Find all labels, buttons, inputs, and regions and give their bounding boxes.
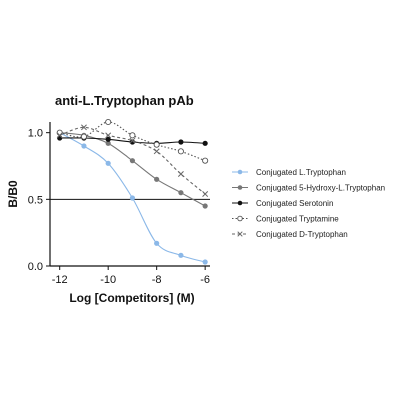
data-point bbox=[56, 132, 63, 139]
data-point bbox=[105, 160, 111, 166]
data-point bbox=[202, 191, 209, 197]
x-tick-label: -10 bbox=[100, 274, 116, 286]
legend-item: Conjugated D-Tryptophan bbox=[232, 230, 348, 239]
data-point bbox=[57, 135, 63, 141]
legend-marker bbox=[237, 200, 243, 206]
data-point bbox=[105, 136, 111, 142]
x-tick-label: -6 bbox=[200, 274, 210, 286]
legend-label: Conjugated Tryptamine bbox=[256, 215, 339, 224]
legend-marker bbox=[237, 231, 243, 237]
legend: Conjugated L.Tryptophan Conjugated 5-Hydr… bbox=[232, 168, 385, 239]
data-point bbox=[129, 158, 136, 164]
x-axis-label: Log [Competitors] (M) bbox=[69, 291, 194, 305]
y-tick-label: 1.0 bbox=[28, 128, 43, 140]
data-point bbox=[129, 195, 136, 201]
legend-item: Conjugated Serotonin bbox=[232, 199, 333, 208]
data-point bbox=[154, 240, 160, 246]
data-point bbox=[153, 141, 160, 148]
data-point bbox=[202, 140, 208, 146]
data-point bbox=[178, 139, 184, 145]
data-point bbox=[154, 176, 160, 182]
data-point bbox=[105, 140, 111, 146]
data-point bbox=[80, 133, 87, 140]
data-point bbox=[129, 132, 136, 139]
data-point bbox=[178, 252, 184, 258]
data-point bbox=[202, 203, 208, 209]
y-ticks: 0.0 0.5 1.0 bbox=[28, 128, 50, 273]
legend-label: Conjugated D-Tryptophan bbox=[256, 230, 348, 239]
legend-item: Conjugated Tryptamine bbox=[232, 215, 339, 224]
data-point bbox=[153, 148, 160, 155]
legend-item: Conjugated L.Tryptophan bbox=[232, 168, 346, 177]
legend-marker bbox=[237, 169, 243, 175]
chart-title: anti-L.Tryptophan pAb bbox=[55, 93, 194, 108]
series-0 bbox=[57, 130, 208, 265]
data-point bbox=[202, 157, 209, 164]
series-group bbox=[56, 118, 209, 265]
legend-label: Conjugated L.Tryptophan bbox=[256, 168, 346, 177]
x-tick-label: -12 bbox=[52, 274, 68, 286]
y-tick-label: 0.0 bbox=[28, 261, 43, 273]
data-point bbox=[177, 148, 184, 155]
plot-area: -12 -10 -8 -6 0.0 0.5 1.0 bbox=[28, 118, 210, 286]
y-axis-label: B/B0 bbox=[6, 180, 20, 208]
data-point bbox=[105, 132, 112, 139]
data-point bbox=[129, 137, 136, 144]
series-4 bbox=[56, 124, 209, 197]
y-tick-label: 0.5 bbox=[28, 194, 43, 206]
data-point bbox=[80, 124, 87, 131]
data-point bbox=[202, 259, 208, 265]
series-3 bbox=[56, 118, 209, 164]
legend-item: Conjugated 5-Hydroxy-L.Tryptophan bbox=[232, 184, 385, 193]
data-point bbox=[178, 190, 184, 196]
data-point bbox=[105, 118, 112, 126]
legend-label: Conjugated Serotonin bbox=[256, 199, 333, 208]
legend-marker bbox=[237, 185, 243, 190]
legend-marker bbox=[237, 215, 243, 222]
x-tick-label: -8 bbox=[152, 274, 162, 286]
x-ticks: -12 -10 -8 -6 bbox=[52, 266, 210, 286]
data-point bbox=[81, 143, 87, 149]
data-point bbox=[177, 171, 184, 177]
legend-label: Conjugated 5-Hydroxy-L.Tryptophan bbox=[256, 184, 385, 193]
